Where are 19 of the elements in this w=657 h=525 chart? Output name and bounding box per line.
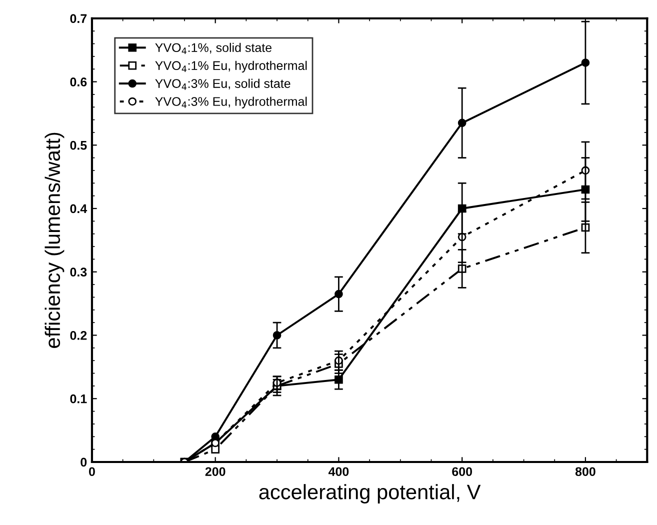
legend-label: YVO$_{4}$:3% Eu, hydrothermal bbox=[155, 96, 307, 108]
x-tick-label: 600 bbox=[452, 467, 472, 476]
y-tick-label: 0.1 bbox=[70, 394, 87, 404]
legend-label: YVO$_{4}$:1% Eu, hydrothermal bbox=[155, 60, 307, 72]
x-axis-title: accelerating potential, V bbox=[259, 484, 481, 504]
y-tick-label: 0.4 bbox=[70, 204, 88, 214]
legend-label: YVO$_{4}$:1%, solid state bbox=[155, 42, 272, 54]
x-tick-label: 800 bbox=[575, 467, 596, 476]
y-tick-label: 0.3 bbox=[70, 268, 87, 277]
x-tick-label: 0 bbox=[89, 467, 95, 476]
y-tick-label: 0.2 bbox=[70, 331, 87, 340]
y-axis-title: efficiency (lumens/watt) bbox=[44, 132, 64, 348]
y-tick-label: 0.5 bbox=[70, 140, 87, 150]
y-tick-label: 0.7 bbox=[70, 14, 87, 24]
x-tick-label: 200 bbox=[205, 467, 226, 476]
x-tick-label: 400 bbox=[328, 467, 349, 476]
legend-label: YVO$_{4}$:3% Eu, solid state bbox=[155, 78, 290, 90]
y-tick-label: 0.6 bbox=[70, 78, 87, 86]
y-tick-label: 0 bbox=[80, 458, 87, 467]
